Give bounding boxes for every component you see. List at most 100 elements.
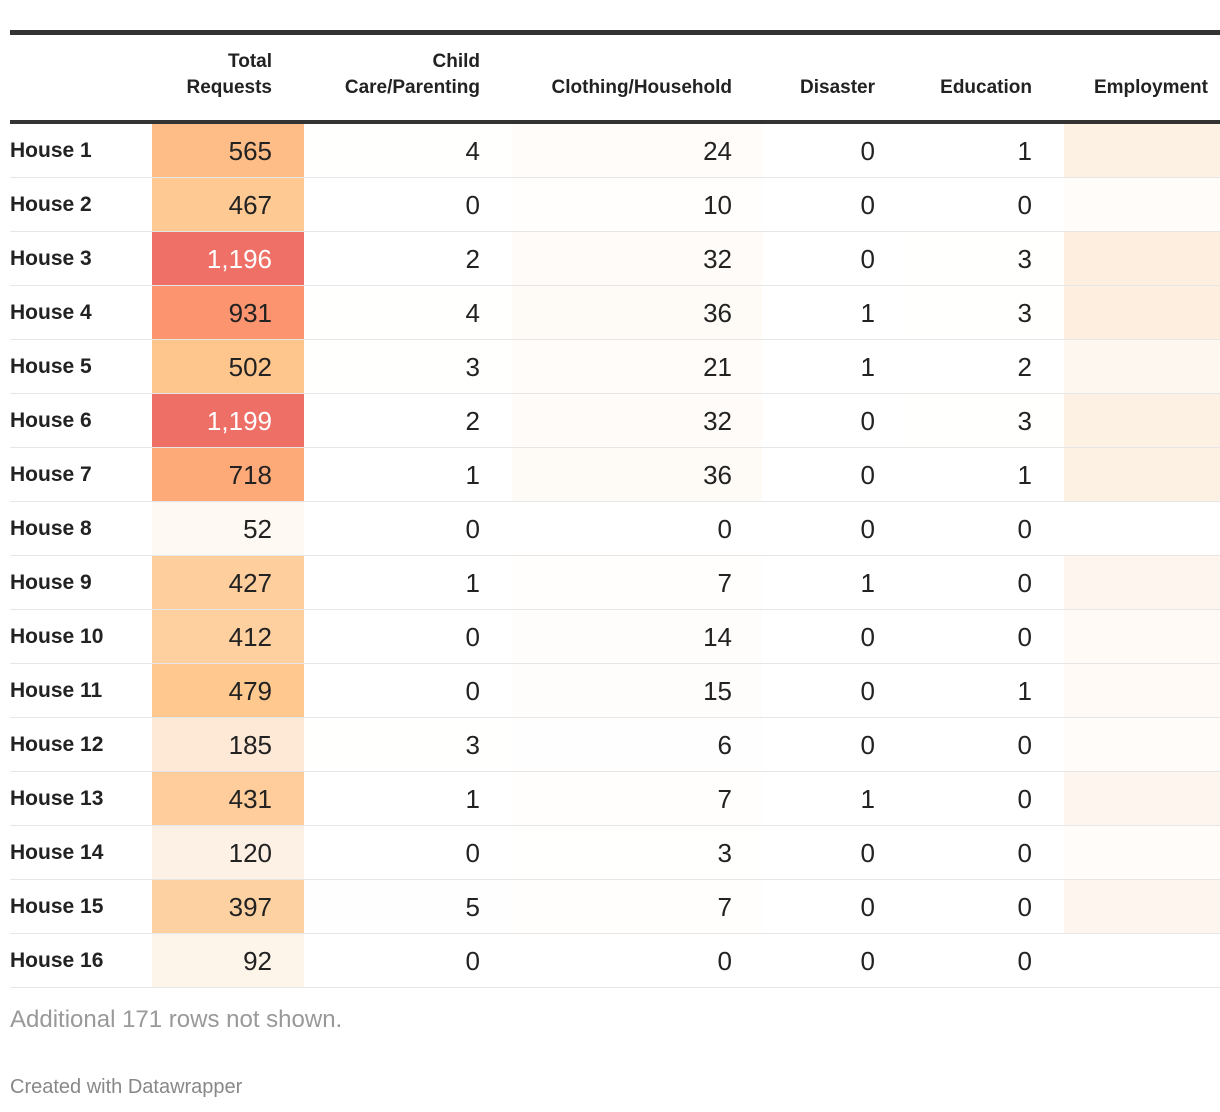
row-rule xyxy=(10,933,1220,934)
heat-cell xyxy=(762,556,905,609)
cell-value: 565 xyxy=(228,136,272,166)
cell-value: 427 xyxy=(228,568,272,598)
heat-cell xyxy=(762,718,905,771)
cell-value: 52 xyxy=(243,514,272,544)
heat-cell xyxy=(304,124,512,177)
row-label: House 7 xyxy=(10,463,92,486)
heat-cell xyxy=(905,610,1064,663)
heat-cell xyxy=(152,826,304,879)
column-header: Disaster xyxy=(800,77,875,98)
employment-cell xyxy=(1064,394,1220,447)
row-label: House 8 xyxy=(10,517,92,540)
heat-cell xyxy=(512,664,762,717)
heat-cell xyxy=(512,340,762,393)
heat-cell xyxy=(905,124,1064,177)
employment-cell xyxy=(1064,232,1220,285)
cell-value: 931 xyxy=(228,298,272,328)
row-label: House 5 xyxy=(10,355,92,378)
cell-value: 0 xyxy=(860,190,875,220)
heat-cell xyxy=(304,394,512,447)
cell-value: 0 xyxy=(860,136,875,166)
heat-cell xyxy=(152,502,304,555)
row-rule xyxy=(10,501,1220,502)
heat-cell xyxy=(512,178,762,231)
column-header: Total xyxy=(228,51,272,72)
heat-cell xyxy=(152,610,304,663)
cell-value: 10 xyxy=(703,190,732,220)
cell-value: 0 xyxy=(1017,784,1032,814)
cell-value: 3 xyxy=(1017,406,1032,436)
column-header: Education xyxy=(940,77,1032,98)
cell-value: 412 xyxy=(228,622,272,652)
cell-value: 3 xyxy=(465,730,480,760)
cell-value: 1,199 xyxy=(206,406,272,436)
cell-value: 3 xyxy=(465,352,480,382)
cell-value: 0 xyxy=(717,946,732,976)
credit: Created with Datawrapper xyxy=(10,1076,243,1098)
cell-value: 0 xyxy=(860,838,875,868)
heat-cell xyxy=(512,124,762,177)
cell-value: 1 xyxy=(1017,136,1032,166)
row-rule xyxy=(10,825,1220,826)
cell-value: 0 xyxy=(1017,730,1032,760)
heat-cell xyxy=(304,556,512,609)
heat-cell xyxy=(905,772,1064,825)
heat-cell xyxy=(152,556,304,609)
heat-cell xyxy=(905,880,1064,933)
heat-cell xyxy=(152,772,304,825)
cell-value: 32 xyxy=(703,406,732,436)
employment-cell xyxy=(1064,880,1220,933)
cell-value: 467 xyxy=(228,190,272,220)
cell-value: 2 xyxy=(465,406,480,436)
row-label: House 6 xyxy=(10,409,92,432)
row-rule xyxy=(10,771,1220,772)
heat-cell xyxy=(905,556,1064,609)
row-rule xyxy=(10,609,1220,610)
heat-cell xyxy=(905,502,1064,555)
heat-cell xyxy=(762,340,905,393)
cell-value: 3 xyxy=(1017,244,1032,274)
heat-cell xyxy=(304,826,512,879)
heat-cell xyxy=(152,286,304,339)
cell-value: 0 xyxy=(860,892,875,922)
column-header: Child xyxy=(432,51,481,72)
heat-cell xyxy=(762,664,905,717)
heat-cell xyxy=(905,394,1064,447)
heat-cell xyxy=(512,502,762,555)
cell-value: 7 xyxy=(717,892,732,922)
cell-value: 0 xyxy=(860,244,875,274)
employment-cell xyxy=(1064,502,1220,555)
row-label: House 14 xyxy=(10,841,104,864)
heat-cell xyxy=(152,124,304,177)
heat-cell xyxy=(304,502,512,555)
cell-value: 0 xyxy=(465,190,480,220)
cell-value: 2 xyxy=(1017,352,1032,382)
row-label: House 10 xyxy=(10,625,104,648)
heat-cell xyxy=(762,826,905,879)
heat-cell xyxy=(304,934,512,987)
heat-cell xyxy=(152,394,304,447)
heat-cell xyxy=(152,934,304,987)
row-label: House 12 xyxy=(10,733,104,756)
heat-cell xyxy=(152,232,304,285)
cell-value: 3 xyxy=(1017,298,1032,328)
heat-cell xyxy=(304,880,512,933)
heat-cell xyxy=(905,232,1064,285)
cell-value: 0 xyxy=(465,514,480,544)
row-rule xyxy=(10,717,1220,718)
heat-cell xyxy=(152,718,304,771)
column-header: Employment xyxy=(1093,77,1208,98)
cell-value: 36 xyxy=(703,298,732,328)
header-rule xyxy=(10,120,1220,124)
row-rule xyxy=(10,231,1220,232)
cell-value: 1 xyxy=(465,784,480,814)
heat-cell xyxy=(304,718,512,771)
employment-cell xyxy=(1064,610,1220,663)
heat-cell xyxy=(512,556,762,609)
cell-value: 0 xyxy=(860,676,875,706)
heat-cell xyxy=(512,934,762,987)
cell-value: 0 xyxy=(860,514,875,544)
heat-cell xyxy=(152,664,304,717)
employment-cell xyxy=(1064,772,1220,825)
heat-cell xyxy=(762,448,905,501)
